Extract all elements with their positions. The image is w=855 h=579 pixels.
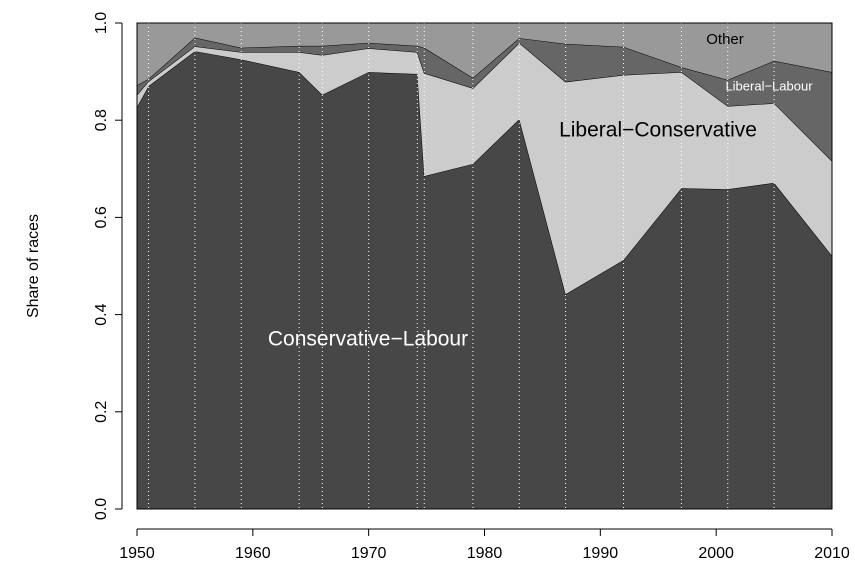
plot-border bbox=[136, 22, 833, 510]
y-tick-label: 1.0 bbox=[93, 12, 110, 34]
x-tick-label: 2010 bbox=[814, 545, 850, 562]
x-tick-label: 2000 bbox=[698, 545, 734, 562]
y-axis-label: Share of races bbox=[25, 214, 42, 318]
area bbox=[137, 23, 832, 86]
y-tick-label: 0.6 bbox=[93, 206, 110, 228]
area-label: Liberal−Conservative bbox=[559, 119, 757, 142]
x-tick-label: 1960 bbox=[235, 545, 271, 562]
y-tick-label: 0.4 bbox=[93, 303, 110, 325]
area bbox=[137, 37, 832, 162]
area bbox=[137, 51, 832, 510]
area-label: Liberal−Labour bbox=[725, 78, 813, 93]
x-tick-label: 1950 bbox=[119, 545, 155, 562]
x-tick-label: 1980 bbox=[467, 545, 503, 562]
y-tick-label: 0.0 bbox=[93, 498, 110, 520]
y-tick-label: 0.2 bbox=[93, 401, 110, 423]
x-tick-label: 1990 bbox=[583, 545, 619, 562]
area-label: Conservative−Labour bbox=[268, 328, 468, 351]
area-label: Other bbox=[706, 31, 744, 48]
y-tick-label: 0.8 bbox=[93, 109, 110, 131]
x-tick-label: 1970 bbox=[351, 545, 387, 562]
area bbox=[137, 42, 832, 295]
